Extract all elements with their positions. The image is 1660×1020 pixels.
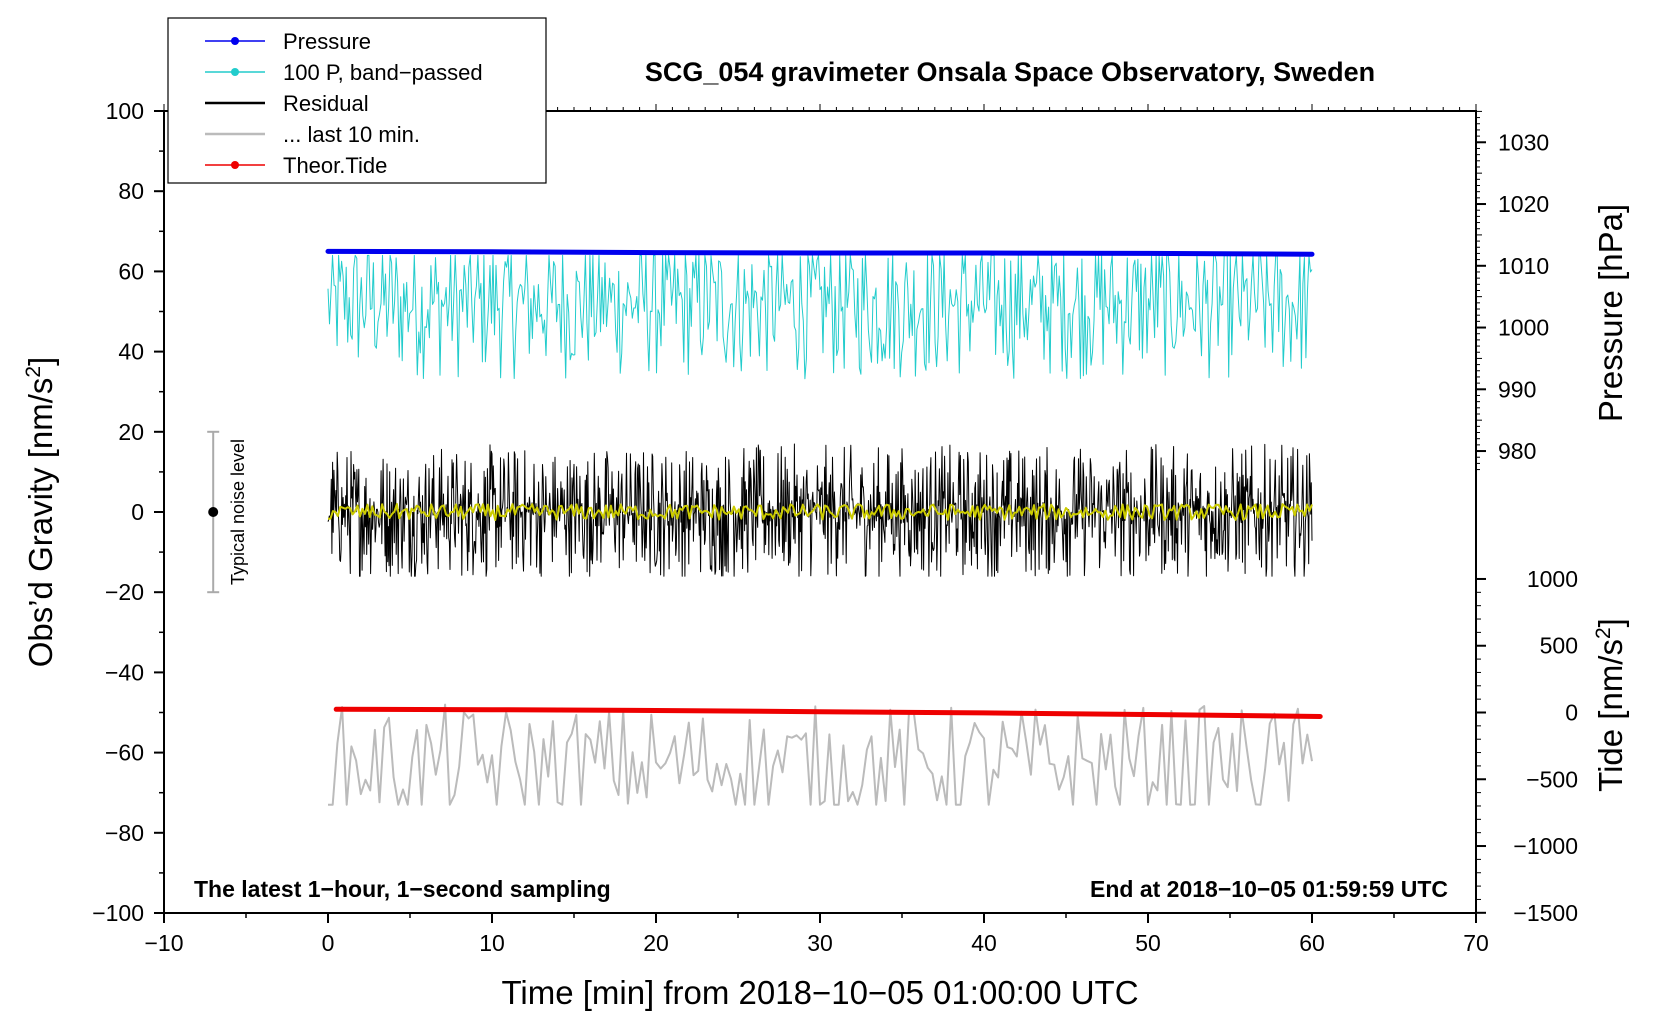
legend-items: Pressure 100 P, band−passed Residual ... la… bbox=[205, 29, 483, 178]
legend-marker bbox=[231, 37, 239, 45]
x-axis-ticks: −10 0 10 20 30 40 50 60 70 bbox=[144, 104, 1489, 956]
noise-label: Typical noise level bbox=[228, 439, 248, 585]
pressure-tick-label: 1020 bbox=[1498, 191, 1549, 217]
pressure-tick-label: 1000 bbox=[1498, 315, 1549, 341]
pressure-tick-label: 1010 bbox=[1498, 253, 1549, 279]
chart-series bbox=[325, 248, 1323, 806]
pressure-tick-label: 990 bbox=[1498, 376, 1536, 402]
series-line bbox=[325, 248, 1315, 257]
legend-marker bbox=[231, 161, 239, 169]
x-tick-label: 10 bbox=[479, 930, 505, 956]
legend-label: Residual bbox=[283, 91, 369, 116]
y-tick-label: −80 bbox=[105, 820, 144, 846]
legend-label: Pressure bbox=[283, 29, 371, 54]
x-tick-label: 40 bbox=[971, 930, 997, 956]
y-axis-title-left: Obs’d Gravity [nm/s2] bbox=[22, 357, 59, 668]
pressure-tick-label: 1030 bbox=[1498, 129, 1549, 155]
tide-tick-label: 0 bbox=[1565, 700, 1578, 726]
series-line bbox=[327, 254, 1313, 380]
y-tick-label: 0 bbox=[131, 499, 144, 525]
legend: Pressure 100 P, band−passed Residual ... la… bbox=[167, 17, 547, 184]
y-axis-title-tide: Tide [nm/s2] bbox=[1592, 618, 1629, 792]
legend-label: 100 P, band−passed bbox=[283, 60, 483, 85]
x-tick-label: 0 bbox=[322, 930, 335, 956]
legend-label: ... last 10 min. bbox=[283, 122, 420, 147]
series-line bbox=[327, 443, 1313, 577]
y-tick-label: −60 bbox=[105, 740, 144, 766]
annotation-left: The latest 1−hour, 1−second sampling bbox=[194, 876, 611, 902]
legend-box bbox=[167, 17, 547, 184]
chart-title: SCG_054 gravimeter Onsala Space Observat… bbox=[645, 57, 1375, 87]
tide-tick-label: −500 bbox=[1526, 766, 1578, 792]
x-tick-label: 50 bbox=[1135, 930, 1161, 956]
x-tick-label: −10 bbox=[144, 930, 183, 956]
legend-marker bbox=[231, 68, 239, 76]
pressure-axis-ticks: 980 990 1000 1010 1020 1030 bbox=[1476, 110, 1549, 471]
series-line bbox=[327, 503, 1313, 521]
tide-tick-label: 1000 bbox=[1527, 566, 1578, 592]
tide-tick-label: 500 bbox=[1540, 633, 1578, 659]
y-tick-label: 80 bbox=[118, 178, 144, 204]
x-tick-label: 70 bbox=[1463, 930, 1489, 956]
tide-axis-ticks: −1500 −1000 −500 0 500 1000 bbox=[1476, 566, 1578, 926]
annotation-right: End at 2018−10−05 01:59:59 UTC bbox=[1090, 876, 1448, 902]
y-axis-title-pressure: Pressure [hPa] bbox=[1592, 204, 1629, 422]
y-axis-ticks: −100 −80 −60 −40 −20 0 20 40 60 80 100 bbox=[92, 98, 164, 926]
x-tick-label: 20 bbox=[643, 930, 669, 956]
pressure-tick-label: 980 bbox=[1498, 438, 1536, 464]
x-tick-label: 60 bbox=[1299, 930, 1325, 956]
y-tick-label: 20 bbox=[118, 419, 144, 445]
y-tick-label: −100 bbox=[92, 900, 144, 926]
x-tick-label: 30 bbox=[807, 930, 833, 956]
y-tick-label: 40 bbox=[118, 339, 144, 365]
y-tick-label: 100 bbox=[106, 98, 144, 124]
series-line bbox=[328, 703, 1313, 806]
tide-tick-label: −1000 bbox=[1513, 833, 1578, 859]
x-axis-title: Time [min] from 2018−10−05 01:00:00 UTC bbox=[501, 974, 1138, 1011]
noise-level-bar: Typical noise level bbox=[207, 430, 248, 594]
y-tick-label: 60 bbox=[118, 258, 144, 284]
legend-label: Theor.Tide bbox=[283, 153, 387, 178]
tide-tick-label: −1500 bbox=[1513, 900, 1578, 926]
y-tick-label: −20 bbox=[105, 579, 144, 605]
y-tick-label: −40 bbox=[105, 659, 144, 685]
series-line bbox=[333, 706, 1323, 719]
noise-point bbox=[208, 507, 219, 517]
